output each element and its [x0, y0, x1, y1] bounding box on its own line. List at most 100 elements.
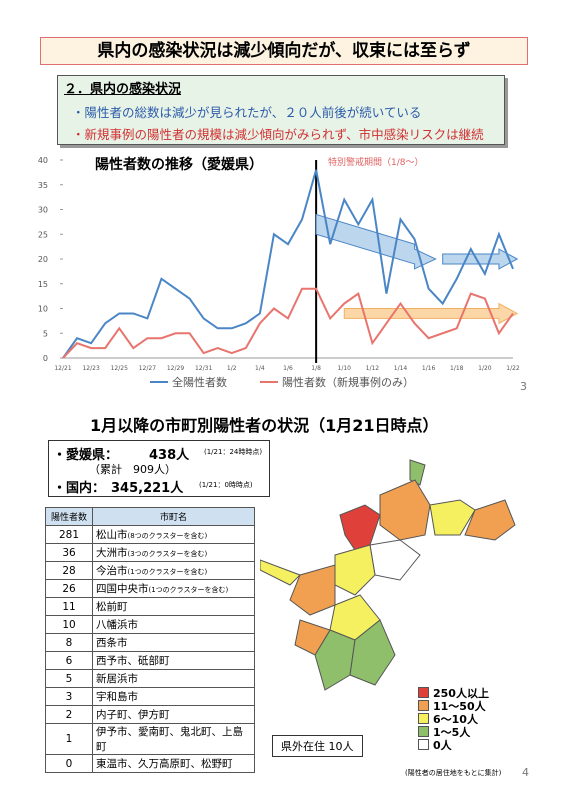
count: 2: [45, 705, 93, 724]
name: 西条市: [96, 637, 128, 649]
table-row: 1 伊予市、愛南町、鬼北町、上島町: [45, 723, 255, 755]
municipality: 新居浜市: [92, 669, 255, 688]
name: 内子町、伊方町: [96, 709, 170, 721]
legend-item: 1～5人: [418, 725, 489, 739]
summary-box: ２．県内の感染状況 ・陽性者の総数は減少が見られたが、２０人前後が続いている ・…: [57, 75, 505, 145]
page-title: 1月以降の市町別陽性者の状況（1月21日時点）: [90, 416, 439, 435]
y-tick-label: 30: [38, 206, 48, 215]
note: (1/21：0時時点): [199, 481, 253, 489]
x-tick-label: 1/4: [255, 365, 265, 372]
bullet: ・陽性者の総数は減少が見られたが、２０人前後が続いている: [72, 105, 422, 120]
section-heading: ２．県内の感染状況: [64, 82, 182, 97]
name: 大洲市: [96, 547, 128, 559]
label: ・国内：: [53, 481, 106, 496]
x-tick-label: 1/20: [478, 365, 492, 372]
x-tick-label: 1/8: [311, 365, 321, 372]
page-title: 県内の感染状況は減少傾向だが、収束には至らず: [40, 37, 528, 65]
trend-arrow: [343, 302, 519, 325]
note: (8つのクラスターを含む): [127, 532, 208, 540]
name: 松山市: [96, 529, 128, 541]
name: 西予市、砥部町: [96, 655, 170, 667]
table-row: 3 宇和島市: [45, 687, 255, 706]
municipality: 今治市(1つのクラスターを含む): [92, 561, 255, 580]
municipality: 四国中央市(1つのクラスターを含む): [92, 579, 255, 598]
bullet: ・新規事例の陽性者の規模は減少傾向がみられず、市中感染リスクは継続: [72, 127, 484, 142]
municipality: 伊予市、愛南町、鬼北町、上島町: [92, 723, 255, 755]
note: (1つのクラスターを含む): [127, 568, 208, 576]
summary: ・愛媛県： 438人 (1/21：24時時点) （累計 909人） ・国内： 3…: [48, 440, 270, 497]
x-tick-label: 12/25: [111, 365, 128, 372]
municipality: 宇和島市: [92, 687, 255, 706]
note: (1つのクラスターを含む): [148, 586, 229, 594]
count: 36: [45, 543, 93, 562]
table-row: 28 今治市(1つのクラスターを含む): [45, 561, 255, 580]
legend-label: 6～10人: [433, 712, 478, 726]
x-tick-label: 12/21: [54, 365, 71, 372]
count: 0: [45, 754, 93, 773]
name: 伊予市、愛南町、鬼北町、上島町: [96, 726, 243, 753]
page-number: 3: [520, 380, 527, 393]
legend-item: 11～50人: [418, 699, 489, 713]
count: 28: [45, 561, 93, 580]
table-row: 8 西条市: [45, 633, 255, 652]
x-tick-label: 1/18: [450, 365, 464, 372]
count: 6: [45, 651, 93, 670]
name: 東温市、久万高原町、松野町: [96, 758, 233, 770]
municipality: 内子町、伊方町: [92, 705, 255, 724]
table-row: 10 八幡浜市: [45, 615, 255, 634]
name: 新居浜市: [96, 673, 138, 685]
name: 宇和島市: [96, 691, 138, 703]
legend-label: 250人以上: [433, 686, 489, 700]
note: (3つのクラスターを含む): [127, 550, 208, 558]
label: ・愛媛県：: [53, 448, 119, 463]
table-row: 36 大洲市(3つのクラスターを含む): [45, 543, 255, 562]
y-tick-label: 20: [38, 255, 48, 264]
table: 陽性者数 市町名 281 松山市(8つのクラスターを含む) 36 大洲市(3つのクラスタ…: [45, 507, 255, 773]
count: 10: [45, 615, 93, 634]
x-tick-label: 12/31: [195, 365, 212, 372]
cumulative: （累計 909人）: [89, 463, 176, 476]
x-tick-label: 12/27: [139, 365, 156, 372]
page-number: 4: [522, 766, 529, 779]
legend-swatch: [418, 713, 429, 724]
count: 8: [45, 633, 93, 652]
legend-label: 11～50人: [433, 699, 486, 713]
y-tick-label: 40: [38, 156, 48, 165]
municipality: 松前町: [92, 597, 255, 616]
legend-item: 250人以上: [418, 686, 489, 700]
name: 松前町: [96, 601, 128, 613]
map-note: (陽性者の居住地をもとに集計): [405, 769, 502, 777]
table-row: 0 東温市、久万高原町、松野町: [45, 754, 255, 773]
table-row: 26 四国中央市(1つのクラスターを含む): [45, 579, 255, 598]
chart-title: 陽性者数の推移（愛媛県）: [95, 156, 263, 173]
chart: 陽性者数の推移（愛媛県） 特別警戒期間（1/8～） 0 5 10 15 20 25 30 35 40…: [38, 156, 520, 389]
count: 3: [45, 687, 93, 706]
legend: 250人以上 11～50人 6～10人 1～5人 0人: [418, 686, 489, 752]
table-row: 6 西予市、砥部町: [45, 651, 255, 670]
x-tick-label: 1/12: [366, 365, 380, 372]
count: 281: [45, 525, 93, 544]
y-tick-label: 15: [38, 280, 48, 289]
value: 438人: [149, 448, 190, 463]
x-tick-label: 1/10: [338, 365, 352, 372]
annotation: 特別警戒期間（1/8～）: [328, 156, 424, 168]
legend-item: 0人: [418, 738, 489, 752]
y-tick-label: 5: [43, 329, 48, 338]
municipality: 西予市、砥部町: [92, 651, 255, 670]
trend-arrow: [442, 248, 519, 270]
count: 1: [45, 723, 93, 755]
municipality: 松山市(8つのクラスターを含む): [92, 525, 255, 544]
legend-swatch: [418, 739, 429, 750]
x-tick-label: 12/29: [167, 365, 184, 372]
x-tick-label: 12/23: [82, 365, 99, 372]
x-tick-label: 1/22: [506, 365, 520, 372]
x-tick-label: 1/14: [394, 365, 408, 372]
legend-label: 1～5人: [433, 725, 471, 739]
table-row: 281 松山市(8つのクラスターを含む): [45, 525, 255, 544]
legend-label: 陽性者数（新規事例のみ）: [282, 375, 414, 389]
legend-swatch: [418, 700, 429, 711]
count: 26: [45, 579, 93, 598]
y-tick-label: 10: [38, 305, 48, 314]
name: 八幡浜市: [96, 619, 138, 631]
map: [260, 459, 516, 691]
